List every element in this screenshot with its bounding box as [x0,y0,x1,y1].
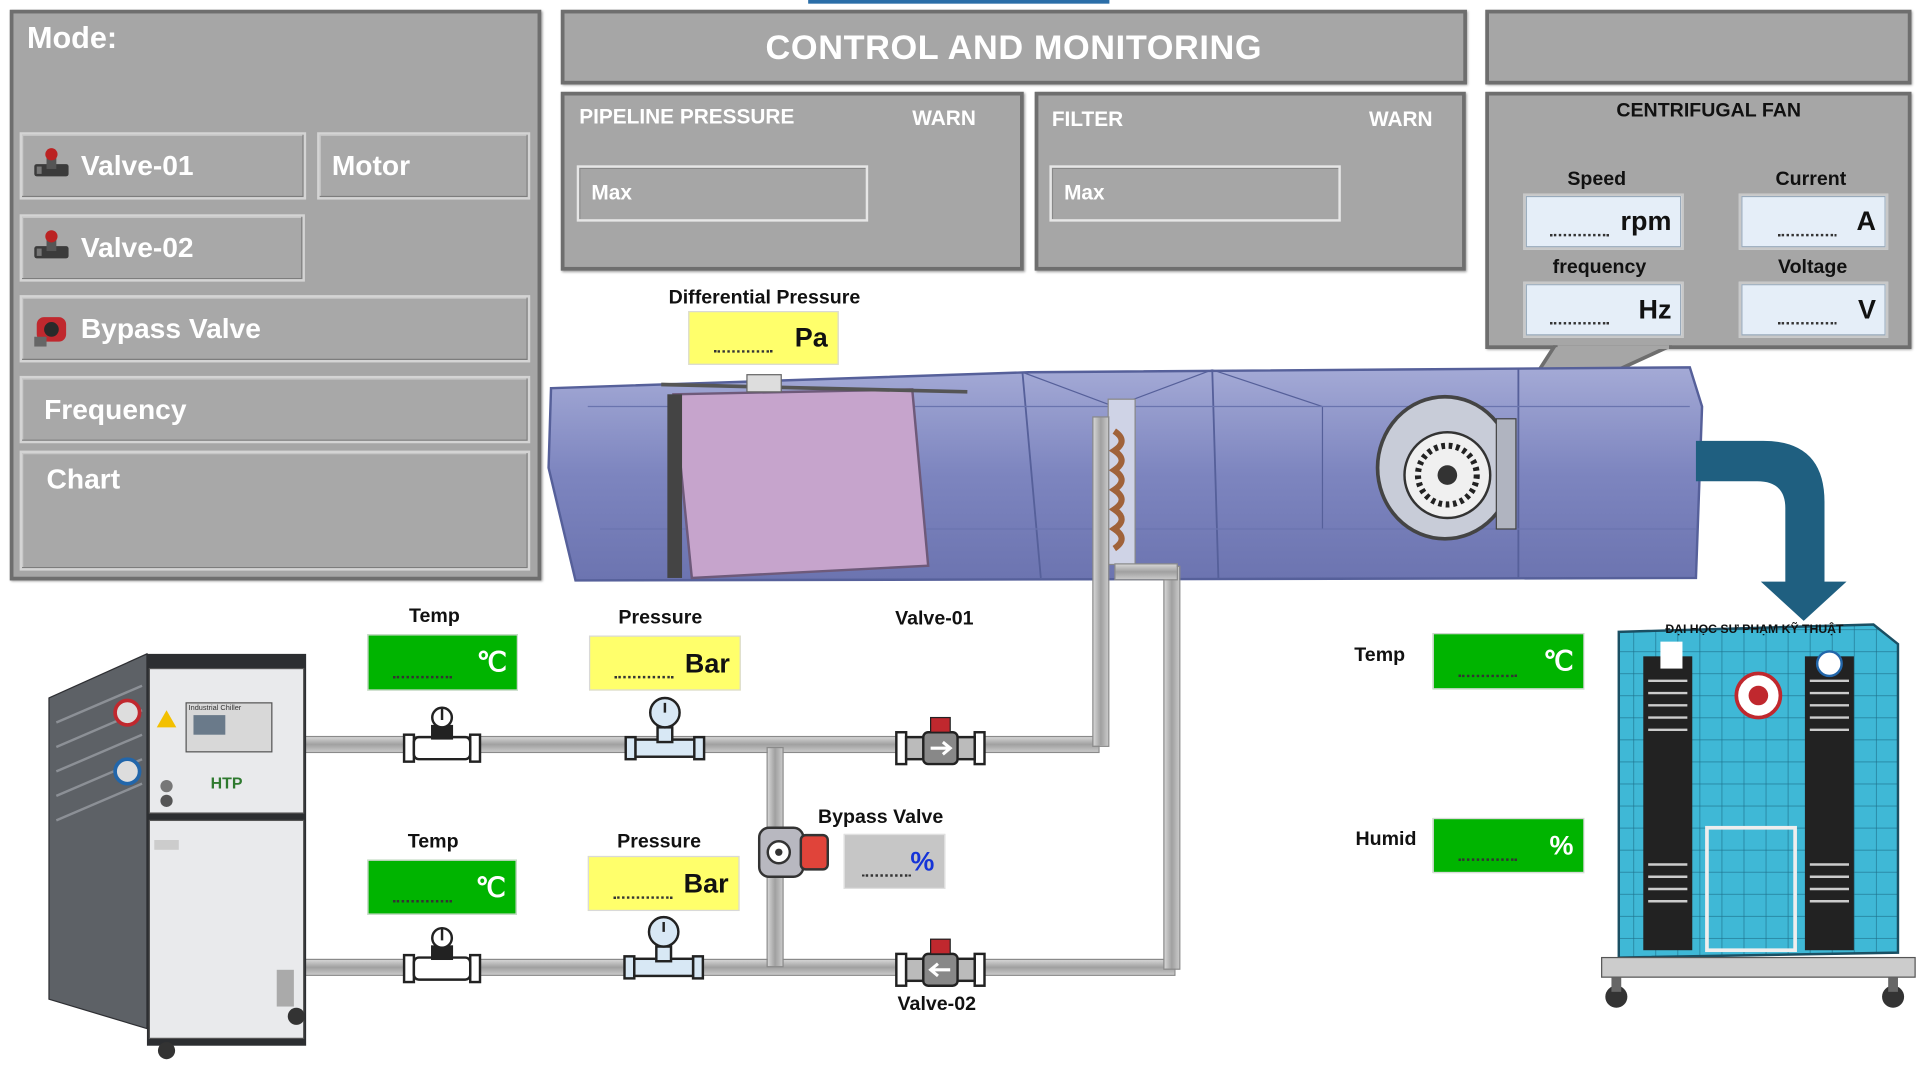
fan-frequency-unit: Hz [1638,293,1672,325]
room-temp-display: ℃ [1432,633,1585,690]
fan-frequency-label: frequency [1552,257,1647,278]
diff-pressure-display: Pa [688,311,839,365]
pressure-gauge-icon [624,696,706,761]
header-bar: CONTROL AND MONITORING [560,9,1467,85]
duct-supply-pipe [1092,416,1110,747]
value-dots [1777,233,1837,237]
top-temp-display: ℃ [367,634,518,691]
bottom-pressure-label: Pressure [617,831,702,853]
fan-voltage-display: V [1738,281,1889,338]
bottom-temp-display: ℃ [367,859,517,915]
fan-voltage-label: Voltage [1777,257,1848,278]
duct-return-elbow [1114,563,1178,581]
valve-icon [32,228,71,267]
chiller-panel-text: Industrial Chiller [188,705,242,713]
bypass-valve-unit: % [910,845,935,877]
fan-speed-label: Speed [1567,168,1627,190]
bottom-pressure-display: Bar [587,855,740,912]
value-dots [1550,322,1609,325]
page-title: CONTROL AND MONITORING [765,27,1263,66]
filter-max-field[interactable]: Max [1049,165,1341,222]
mode-title: Mode: [26,20,118,56]
header-accent [808,0,1110,4]
value-dots [614,675,674,679]
filter-max-label: Max [1064,181,1105,205]
bypass-valve-tag: Bypass Valve [817,806,944,828]
bypass-valve-icon[interactable] [757,823,833,882]
value-dots [713,350,773,353]
frequency-button[interactable]: Frequency [19,375,531,444]
value-dots [393,900,452,903]
bypass-valve-display: % [843,833,946,889]
valve-icon [32,146,71,185]
top-temp-label: Temp [408,606,460,627]
bottom-temp-unit: ℃ [475,871,506,902]
air-handling-cabinet [1601,623,1916,1008]
top-right-blank-panel [1485,9,1912,85]
diff-pressure-unit: Pa [794,322,828,353]
value-dots [613,896,673,899]
fan-title: CENTRIFUGAL FAN [1616,100,1802,122]
fan-voltage-unit: V [1857,293,1876,325]
thermometer-icon [402,926,482,984]
valve-01-tag: Valve-01 [895,608,974,630]
filter-warn: WARN [1368,107,1433,132]
valve-02-button[interactable]: Valve-02 [19,214,305,282]
pressure-gauge-icon [623,915,705,980]
bottom-pressure-unit: Bar [683,867,729,899]
value-dots [1458,858,1518,861]
bypass-valve-label: Bypass Valve [80,312,261,345]
valve-02-icon[interactable] [894,937,987,991]
fan-current-display: A [1738,193,1889,250]
diff-pressure-label: Differential Pressure [668,287,861,309]
chart-label: Chart [46,462,121,495]
room-temp-unit: ℃ [1543,645,1574,676]
room-humid-unit: % [1549,829,1574,861]
top-temp-unit: ℃ [476,646,507,678]
motor-button[interactable]: Motor [317,132,531,200]
chiller-brand-logo: HTP [210,773,243,793]
filter-title: FILTER [1051,107,1124,132]
value-dots [1550,233,1609,237]
room-humid-display: % [1432,817,1585,874]
value-dots [1777,322,1837,325]
valve-02-label: Valve-02 [80,231,194,264]
valve-01-label: Valve-01 [80,149,194,182]
pipeline-pressure-max-label: Max [591,181,632,205]
frequency-label: Frequency [44,393,187,425]
valve-01-icon[interactable] [894,715,987,769]
top-pressure-display: Bar [588,635,741,691]
thermometer-icon [402,706,482,763]
fan-speed-display: rpm [1523,193,1684,250]
duct-return-pipe [1163,565,1181,970]
motor-label: Motor [331,149,411,182]
airflow-arrow [1695,440,1847,621]
cabinet-banner: ĐẠI HỌC SƯ PHẠM KỸ THUẬT [1665,623,1844,637]
room-humid-label: Humid [1355,828,1417,850]
fan-frequency-display: Hz [1523,281,1684,338]
bottom-temp-label: Temp [407,831,459,853]
bypass-valve-icon [32,309,71,348]
value-dots [862,874,912,877]
fan-current-label: Current [1775,168,1847,190]
bypass-valve-button[interactable]: Bypass Valve [19,295,531,363]
valve-01-button[interactable]: Valve-01 [19,132,307,200]
fan-speed-unit: rpm [1620,205,1672,237]
pipeline-pressure-max-field[interactable]: Max [576,165,869,222]
air-duct [547,366,1704,582]
filter-element [672,388,930,580]
top-pressure-unit: Bar [684,647,730,678]
pipeline-pressure-title: PIPELINE PRESSURE [579,105,795,129]
fan-current-unit: A [1856,205,1876,237]
value-dots [1458,674,1518,678]
valve-02-tag: Valve-02 [897,994,977,1016]
room-temp-label: Temp [1354,645,1406,667]
pipeline-pressure-warn: WARN [912,106,976,130]
value-dots [393,675,452,679]
chart-button[interactable]: Chart [19,450,531,571]
top-pressure-label: Pressure [618,607,703,629]
industrial-chiller [48,652,307,1060]
